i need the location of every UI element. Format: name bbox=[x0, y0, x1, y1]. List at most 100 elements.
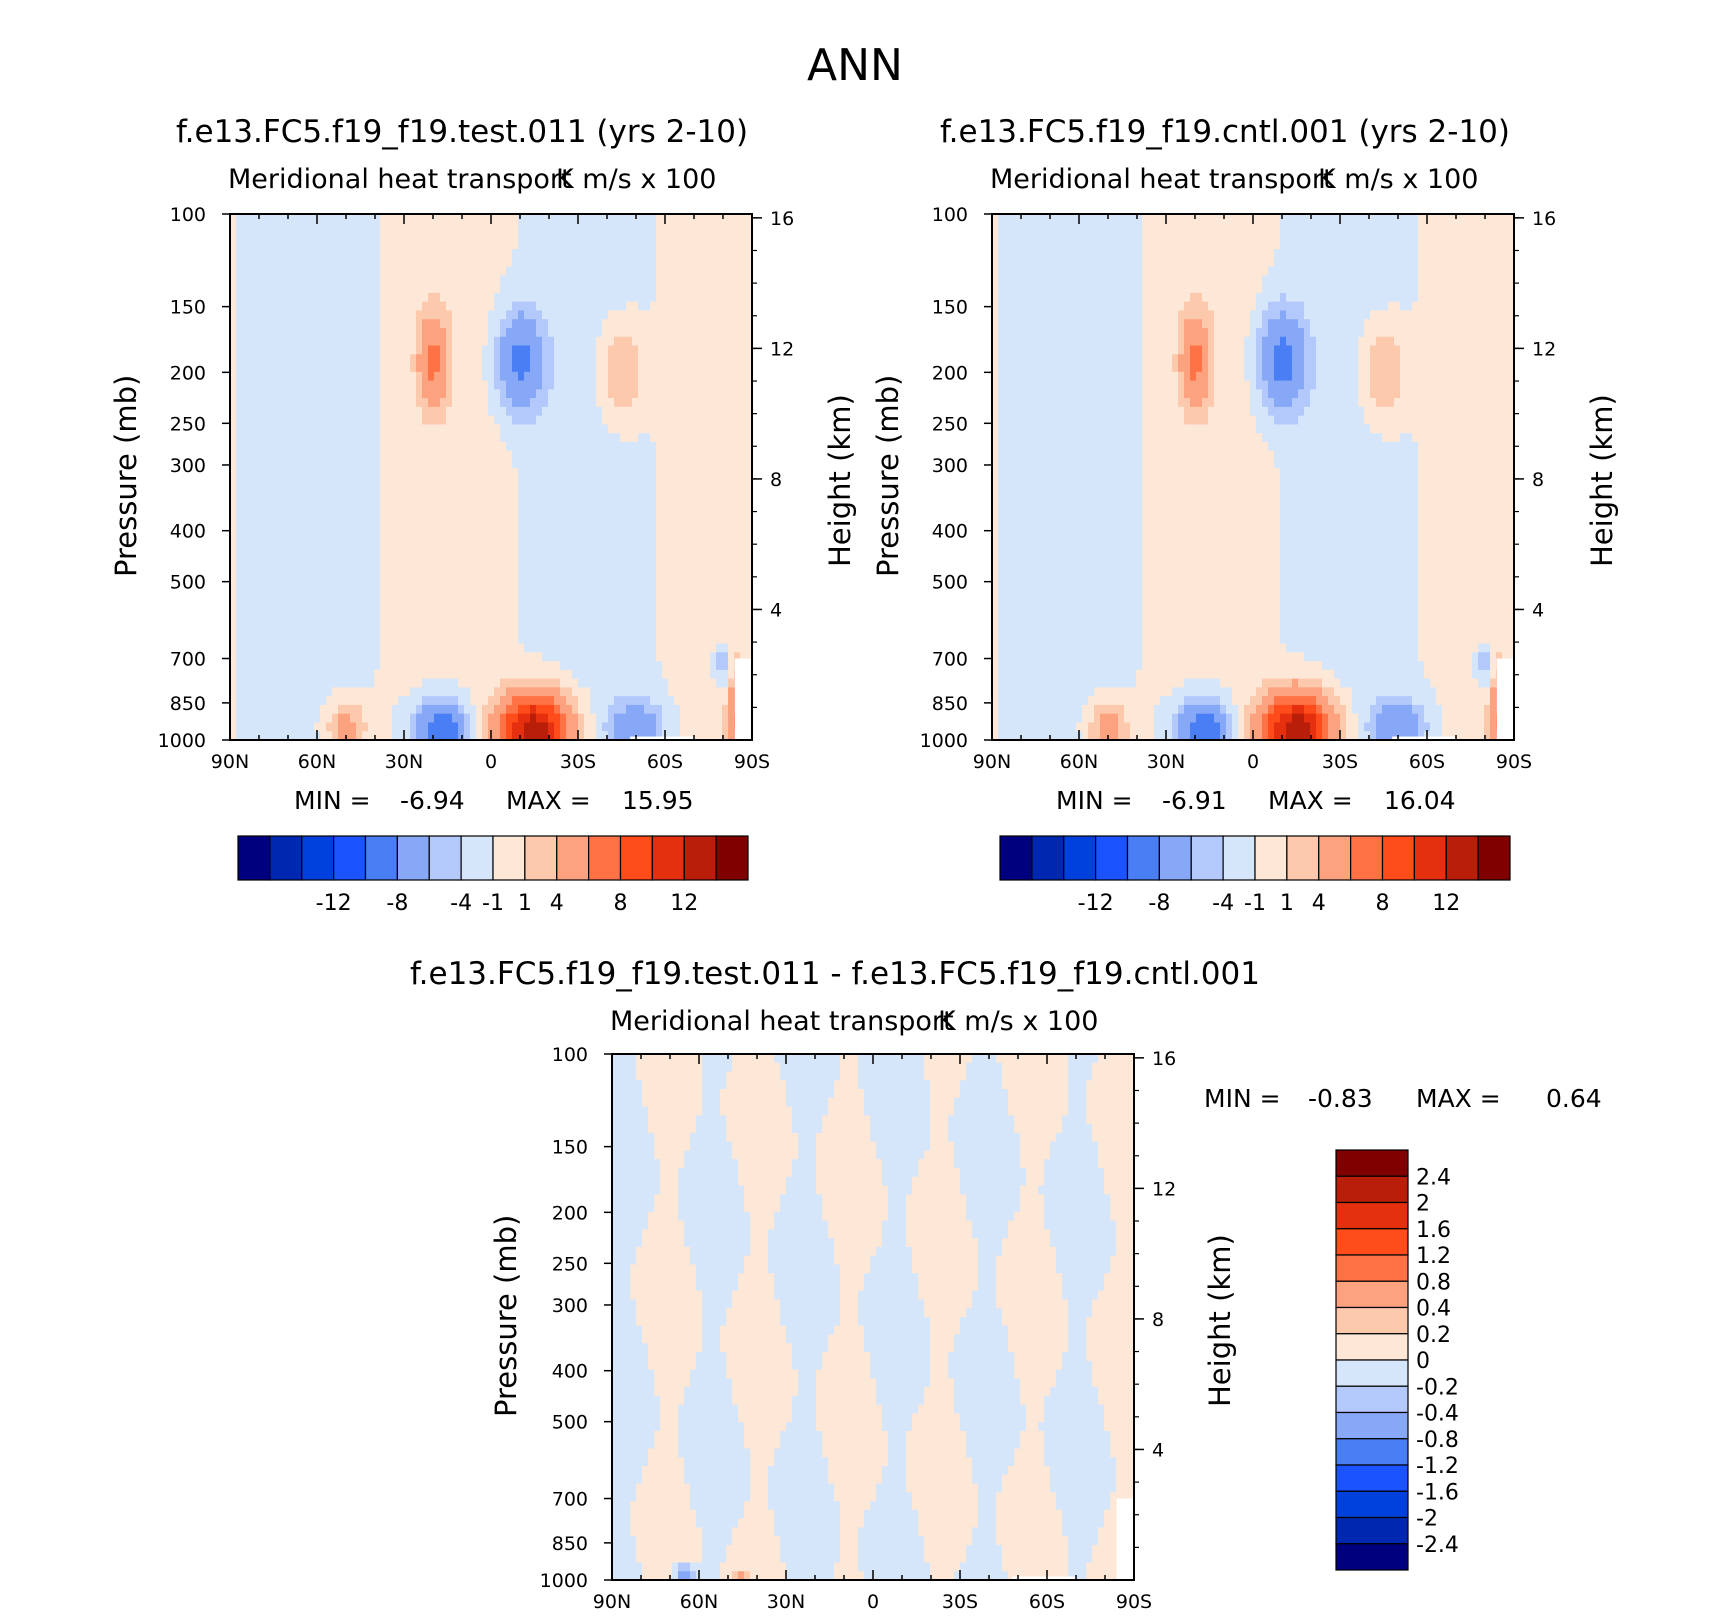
heat-cell bbox=[620, 564, 627, 575]
heat-cell bbox=[590, 617, 597, 627]
heat-cell bbox=[530, 547, 537, 557]
heat-cell bbox=[398, 704, 405, 715]
heat-cell bbox=[728, 520, 735, 531]
heat-cell bbox=[374, 652, 381, 662]
heat-cell bbox=[296, 292, 303, 303]
heat-cell bbox=[434, 310, 441, 320]
heat-cell bbox=[548, 406, 555, 417]
heat-cell bbox=[308, 626, 315, 636]
heat-cell bbox=[560, 555, 567, 566]
heat-cell bbox=[656, 678, 663, 688]
heat-cell bbox=[500, 275, 507, 285]
heat-cell bbox=[740, 415, 747, 425]
heat-cell bbox=[380, 669, 387, 680]
heat-cell bbox=[404, 555, 411, 566]
heat-cell bbox=[584, 398, 591, 408]
heat-cell bbox=[314, 266, 321, 276]
heat-cell bbox=[422, 345, 429, 355]
heat-cell bbox=[512, 214, 519, 224]
heat-cell bbox=[470, 599, 477, 610]
heat-cell bbox=[248, 485, 255, 496]
heat-cell bbox=[692, 336, 699, 347]
heat-cell bbox=[740, 494, 747, 504]
heat-cell bbox=[296, 643, 303, 653]
heat-cell bbox=[464, 292, 471, 303]
heat-cell bbox=[536, 494, 543, 504]
heat-cell bbox=[518, 380, 525, 390]
heat-cell bbox=[596, 687, 603, 697]
heat-cell bbox=[536, 459, 543, 469]
heat-cell bbox=[662, 626, 669, 636]
heat-cell bbox=[704, 704, 711, 715]
heat-cell bbox=[566, 503, 573, 513]
heat-cell bbox=[668, 477, 675, 487]
heat-cell bbox=[284, 485, 291, 496]
heat-cell bbox=[362, 599, 369, 610]
heat-cell bbox=[512, 485, 519, 496]
heat-cell bbox=[554, 222, 561, 233]
heat-cell bbox=[692, 415, 699, 425]
heat-cell bbox=[506, 327, 513, 338]
heat-cell bbox=[626, 573, 633, 583]
heat-cell bbox=[254, 669, 261, 680]
heat-cell bbox=[302, 538, 309, 548]
heat-cell bbox=[626, 564, 633, 575]
heat-cell bbox=[398, 687, 405, 697]
heat-cell bbox=[404, 275, 411, 285]
heat-cell bbox=[386, 406, 393, 417]
heat-cell bbox=[524, 459, 531, 469]
heat-cell bbox=[284, 520, 291, 531]
heat-cell bbox=[320, 626, 327, 636]
heat-cell bbox=[434, 494, 441, 504]
heat-cell bbox=[398, 582, 405, 592]
heat-cell bbox=[740, 626, 747, 636]
heat-cell bbox=[500, 555, 507, 566]
heat-cell bbox=[266, 345, 273, 355]
heat-cell bbox=[422, 678, 429, 688]
heat-cell bbox=[236, 441, 243, 452]
panel3-title: f.e13.FC5.f19_f19.test.011 - f.e13.FC5.f… bbox=[410, 956, 1260, 992]
heat-cell bbox=[548, 354, 555, 364]
heat-cell bbox=[674, 503, 681, 513]
heat-cell bbox=[458, 284, 465, 294]
heat-cell bbox=[548, 380, 555, 390]
heat-cell bbox=[302, 512, 309, 522]
heat-cell bbox=[416, 555, 423, 566]
heat-cell bbox=[680, 380, 687, 390]
heat-cell bbox=[428, 687, 435, 697]
heat-cell bbox=[260, 240, 267, 250]
heat-cell bbox=[242, 512, 249, 522]
heat-cell bbox=[488, 240, 495, 250]
heat-cell bbox=[578, 573, 585, 583]
heat-cell bbox=[362, 573, 369, 583]
heat-cell bbox=[248, 687, 255, 697]
heat-cell bbox=[350, 380, 357, 390]
heat-cell bbox=[740, 652, 747, 662]
heat-cell bbox=[338, 301, 345, 312]
heat-cell bbox=[734, 468, 741, 478]
heat-cell bbox=[344, 634, 351, 645]
heat-cell bbox=[482, 398, 489, 408]
heat-cell bbox=[494, 564, 501, 575]
heat-cell bbox=[656, 564, 663, 575]
heat-cell bbox=[692, 643, 699, 653]
heat-cell bbox=[530, 249, 537, 259]
heat-cell bbox=[614, 599, 621, 610]
heat-cell bbox=[416, 564, 423, 575]
heat-cell bbox=[476, 354, 483, 364]
heat-cell bbox=[620, 441, 627, 452]
heat-cell bbox=[410, 599, 417, 610]
heat-cell bbox=[518, 564, 525, 575]
heat-cell bbox=[434, 617, 441, 627]
heat-cell bbox=[506, 520, 513, 531]
heat-cell bbox=[326, 494, 333, 504]
heat-cell bbox=[536, 336, 543, 347]
heat-cell bbox=[464, 433, 471, 443]
heat-cell bbox=[404, 477, 411, 487]
heat-cell bbox=[680, 371, 687, 382]
heat-cell bbox=[260, 661, 267, 671]
heat-cell bbox=[416, 503, 423, 513]
heat-cell bbox=[506, 643, 513, 653]
heat-cell bbox=[542, 687, 549, 697]
heat-cell bbox=[542, 441, 549, 452]
